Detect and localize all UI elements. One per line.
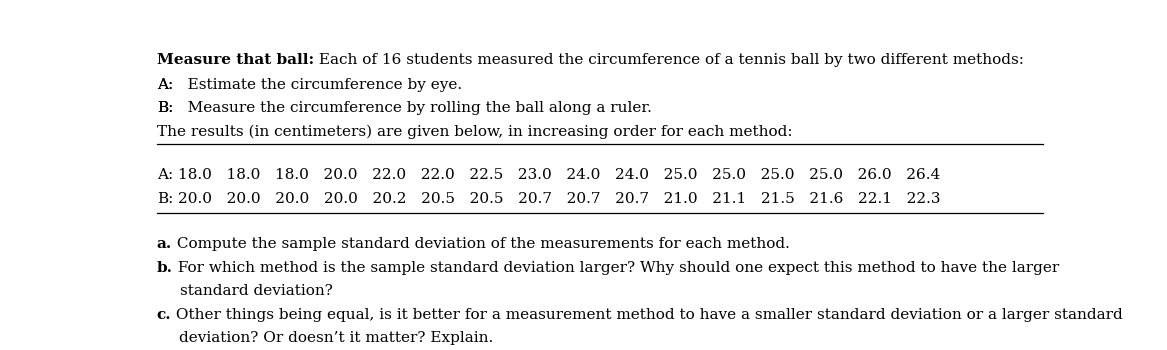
Text: standard deviation?: standard deviation?	[180, 284, 333, 298]
Text: Compute the sample standard deviation of the measurements for each method.: Compute the sample standard deviation of…	[172, 237, 790, 251]
Text: 18.0   18.0   18.0   20.0   22.0   22.0   22.5   23.0   24.0   24.0   25.0   25.: 18.0 18.0 18.0 20.0 22.0 22.0 22.5 23.0 …	[177, 168, 939, 182]
Text: A:: A:	[156, 168, 173, 182]
Text: a.: a.	[156, 237, 172, 251]
Text: Estimate the circumference by eye.: Estimate the circumference by eye.	[173, 78, 462, 92]
Text: B:: B:	[156, 193, 173, 206]
Text: Measure that ball:: Measure that ball:	[156, 53, 314, 67]
Text: deviation? Or doesn’t it matter? Explain.: deviation? Or doesn’t it matter? Explain…	[179, 331, 492, 345]
Text: B:: B:	[156, 101, 173, 115]
Text: Measure the circumference by rolling the ball along a ruler.: Measure the circumference by rolling the…	[173, 101, 652, 115]
Text: A:: A:	[156, 78, 173, 92]
Text: Other things being equal, is it better for a measurement method to have a smalle: Other things being equal, is it better f…	[172, 308, 1123, 322]
Text: The results (in centimeters) are given below, in increasing order for each metho: The results (in centimeters) are given b…	[156, 124, 792, 139]
Text: A:: A:	[156, 78, 173, 92]
Text: Each of 16 students measured the circumference of a tennis ball by two different: Each of 16 students measured the circumf…	[314, 53, 1023, 67]
Text: For which method is the sample standard deviation larger? Why should one expect : For which method is the sample standard …	[173, 261, 1058, 275]
Text: B:: B:	[156, 101, 173, 115]
Text: c.: c.	[156, 308, 172, 322]
Text: b.: b.	[156, 261, 173, 275]
Text: 20.0   20.0   20.0   20.0   20.2   20.5   20.5   20.7   20.7   20.7   21.0   21.: 20.0 20.0 20.0 20.0 20.2 20.5 20.5 20.7 …	[177, 193, 941, 206]
